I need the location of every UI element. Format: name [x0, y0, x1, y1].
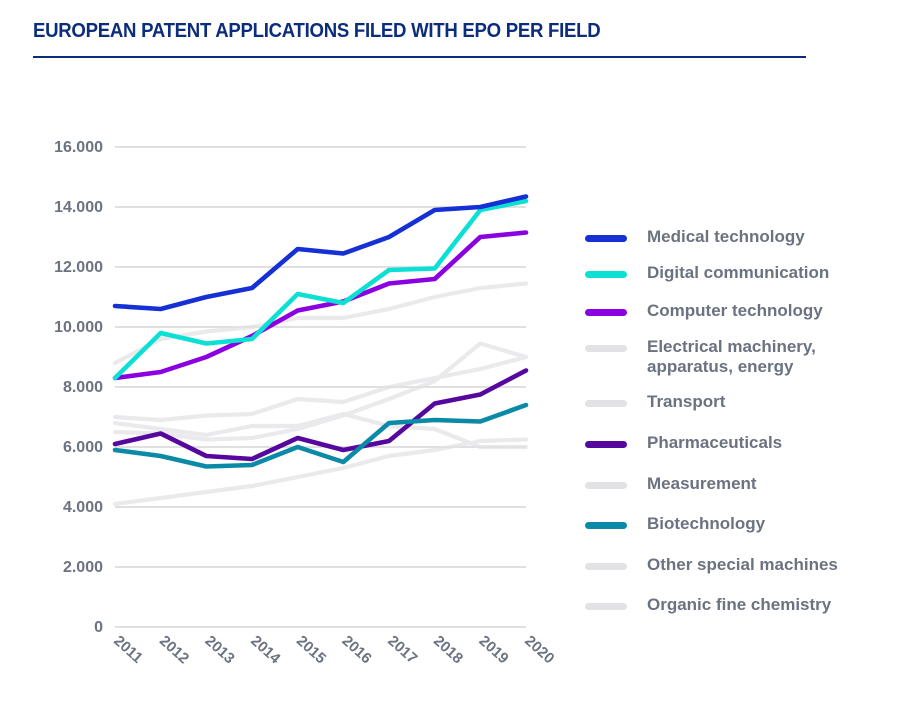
svg-text:0: 0: [94, 619, 103, 636]
svg-text:2.000: 2.000: [63, 559, 103, 576]
svg-text:6.000: 6.000: [63, 439, 103, 456]
svg-text:2013: 2013: [202, 632, 238, 667]
svg-text:2012: 2012: [156, 632, 192, 667]
svg-text:2014: 2014: [247, 632, 284, 667]
svg-text:2017: 2017: [384, 632, 420, 667]
svg-text:10.000: 10.000: [54, 319, 103, 336]
svg-text:4.000: 4.000: [63, 499, 103, 516]
svg-text:2015: 2015: [293, 632, 329, 667]
svg-text:2020: 2020: [521, 632, 557, 667]
svg-text:12.000: 12.000: [54, 259, 103, 276]
svg-text:2019: 2019: [476, 632, 512, 667]
svg-text:16.000: 16.000: [54, 139, 103, 156]
svg-text:2016: 2016: [339, 632, 375, 667]
svg-text:14.000: 14.000: [54, 199, 103, 216]
svg-text:2018: 2018: [430, 632, 466, 667]
svg-text:2011: 2011: [110, 632, 146, 666]
svg-text:8.000: 8.000: [63, 379, 103, 396]
